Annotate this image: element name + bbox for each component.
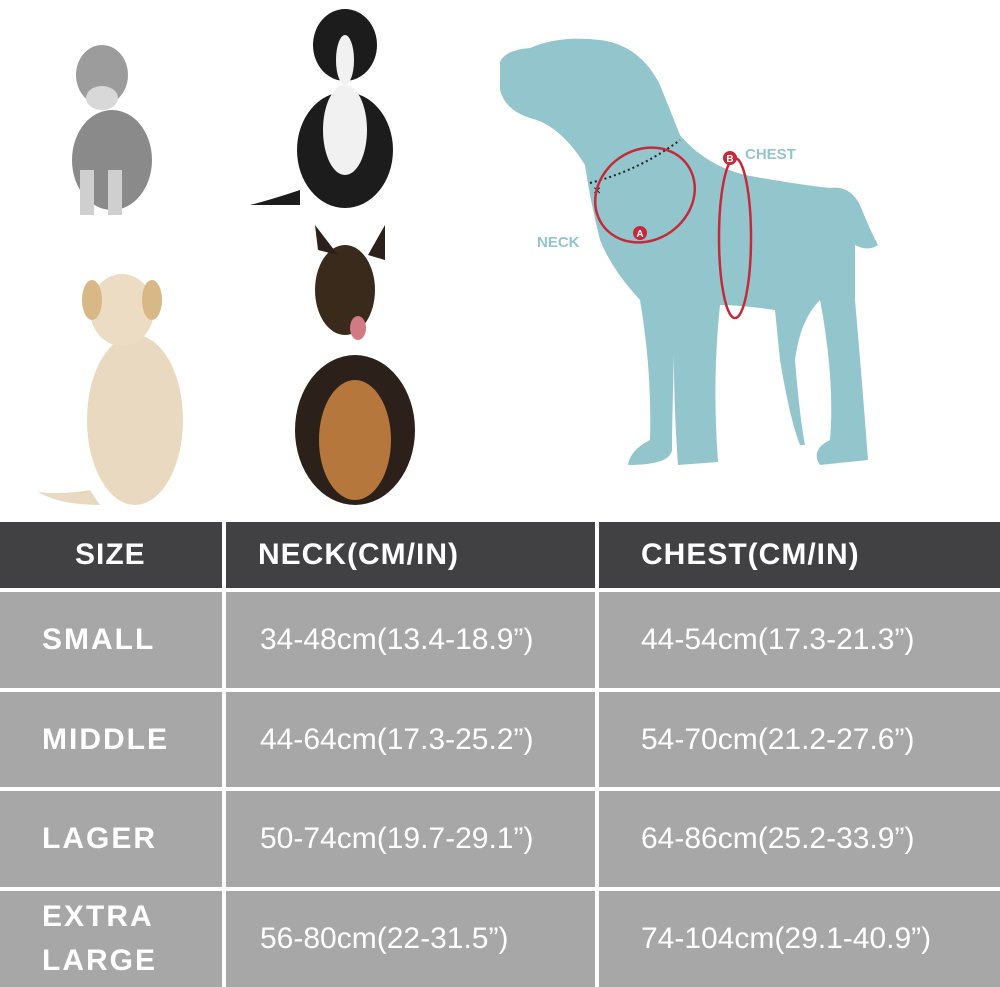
marker-a: A bbox=[636, 229, 643, 240]
marker-a-badge bbox=[633, 226, 647, 240]
dog-german-shepherd bbox=[295, 225, 415, 505]
measure-cell: 44-54cm(17.3-21.3”) bbox=[599, 592, 1000, 688]
header-cell: CHEST(CM/IN) bbox=[599, 522, 1000, 588]
measure-cell: 64-86cm(25.2-33.9”) bbox=[599, 791, 1000, 887]
measure-cell: 50-74cm(19.7-29.1”) bbox=[226, 791, 595, 887]
measure-cell: 34-48cm(13.4-18.9”) bbox=[226, 592, 595, 688]
measure-cell: 44-64cm(17.3-25.2”) bbox=[226, 692, 595, 787]
neck-loop bbox=[593, 146, 697, 244]
illustration: × A B NECK CHEST bbox=[38, 9, 878, 505]
dog-silhouette bbox=[500, 38, 878, 465]
size-cell: SMALL bbox=[0, 592, 222, 688]
dog-border-collie bbox=[250, 9, 393, 208]
marker-b: B bbox=[726, 154, 733, 165]
size-cell: MIDDLE bbox=[0, 692, 222, 787]
header-cell: SIZE bbox=[0, 522, 222, 588]
size-cell: EXTRA LARGE bbox=[0, 891, 222, 987]
neck-label: NECK bbox=[537, 234, 580, 251]
header-cell: NECK(CM/IN) bbox=[226, 522, 595, 588]
marker-b-badge bbox=[723, 151, 737, 165]
dog-labrador bbox=[38, 274, 183, 505]
measure-cell: 74-104cm(29.1-40.9”) bbox=[599, 891, 1000, 987]
chest-label: CHEST bbox=[745, 146, 796, 163]
size-cell: LAGER bbox=[0, 791, 222, 887]
measure-cell: 56-80cm(22-31.5”) bbox=[226, 891, 595, 987]
dog-schnauzer bbox=[72, 45, 152, 215]
measure-cell: 54-70cm(21.2-27.6”) bbox=[599, 692, 1000, 787]
